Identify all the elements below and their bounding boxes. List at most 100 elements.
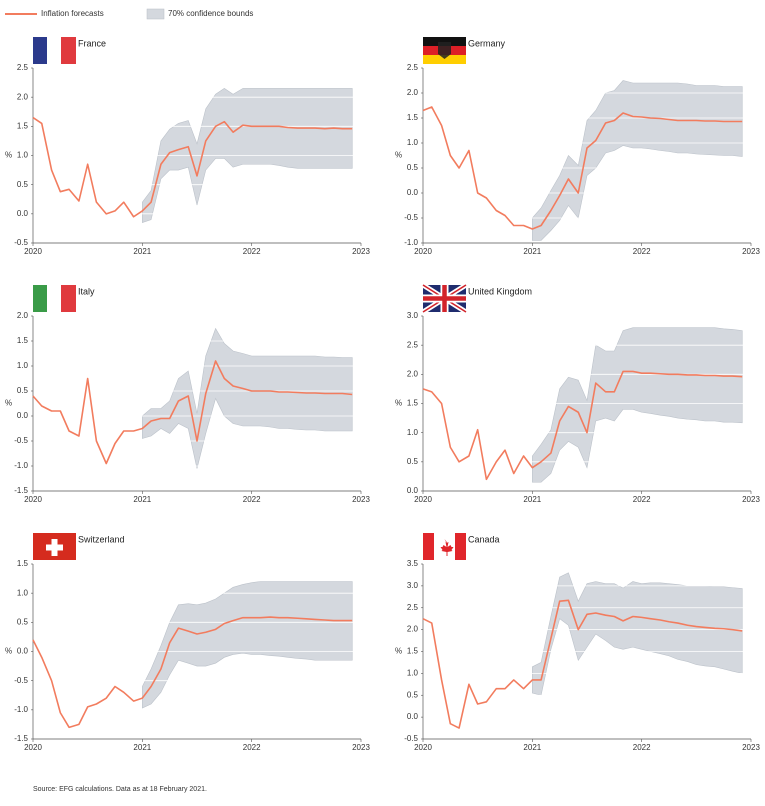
y-tick-label: 0.0 xyxy=(407,486,419,495)
flag-italy xyxy=(33,285,76,312)
y-tick-label: -1.5 xyxy=(14,486,28,495)
y-tick-label: 2.5 xyxy=(407,63,419,72)
y-axis-label: % xyxy=(395,399,402,408)
x-tick-label: 2022 xyxy=(243,495,261,504)
y-tick-label: 1.0 xyxy=(17,361,29,370)
x-tick-label: 2022 xyxy=(633,247,651,256)
forecast-line xyxy=(422,370,743,481)
x-tick-label: 2023 xyxy=(352,247,370,256)
y-tick-label: -1.0 xyxy=(14,461,28,470)
y-tick-label: 0.5 xyxy=(407,457,419,466)
flag-switzerland xyxy=(33,533,76,560)
panel-title: Germany xyxy=(468,38,506,48)
x-tick-label: 2020 xyxy=(414,247,432,256)
y-tick-label: -0.5 xyxy=(14,238,28,247)
source-note: Source: EFG calculations. Data as at 18 … xyxy=(33,786,207,793)
x-tick-label: 2023 xyxy=(742,743,760,752)
x-tick-label: 2020 xyxy=(24,743,42,752)
y-tick-label: 2.0 xyxy=(17,92,29,101)
y-tick-label: 3.5 xyxy=(407,559,419,568)
y-tick-label: 0.5 xyxy=(17,386,29,395)
y-tick-label: 2.0 xyxy=(407,625,419,634)
y-tick-label: 2.5 xyxy=(407,603,419,612)
y-tick-label: -0.5 xyxy=(14,676,28,685)
x-tick-label: 2023 xyxy=(352,743,370,752)
x-tick-label: 2022 xyxy=(243,743,261,752)
y-tick-label: -0.5 xyxy=(14,436,28,445)
legend-label: 70% confidence bounds xyxy=(168,9,253,18)
x-tick-label: 2021 xyxy=(523,495,541,504)
x-tick-label: 2020 xyxy=(24,495,42,504)
y-tick-label: -1.0 xyxy=(404,238,418,247)
x-tick-label: 2020 xyxy=(414,743,432,752)
panel-title: France xyxy=(78,38,106,48)
y-tick-label: -0.5 xyxy=(404,213,418,222)
confidence-band xyxy=(142,581,353,709)
x-tick-label: 2022 xyxy=(633,743,651,752)
y-axis-label: % xyxy=(395,151,402,160)
y-tick-label: 2.0 xyxy=(407,88,419,97)
y-axis-label: % xyxy=(395,647,402,656)
y-tick-label: 1.5 xyxy=(17,121,29,130)
flag-uk xyxy=(421,282,468,315)
y-tick-label: 1.0 xyxy=(407,138,419,147)
y-tick-label: 1.0 xyxy=(17,588,29,597)
y-tick-label: 1.5 xyxy=(407,647,419,656)
legend-swatch xyxy=(146,8,165,20)
y-tick-label: 1.0 xyxy=(407,428,419,437)
y-tick-label: 1.5 xyxy=(407,113,419,122)
y-tick-label: 0.5 xyxy=(407,163,419,172)
y-tick-label: 3.0 xyxy=(407,311,419,320)
y-tick-label: 0.5 xyxy=(407,690,419,699)
y-tick-label: 2.0 xyxy=(407,369,419,378)
x-tick-label: 2023 xyxy=(352,495,370,504)
x-tick-label: 2021 xyxy=(133,247,151,256)
flag-france xyxy=(33,37,76,64)
x-tick-label: 2020 xyxy=(24,247,42,256)
y-tick-label: 0.0 xyxy=(407,712,419,721)
y-tick-label: 0.0 xyxy=(17,647,29,656)
x-tick-label: 2022 xyxy=(243,247,261,256)
flag-germany xyxy=(423,37,466,64)
panel-title: United Kingdom xyxy=(468,286,532,296)
y-tick-label: 1.5 xyxy=(17,559,29,568)
y-tick-label: -1.5 xyxy=(14,734,28,743)
y-tick-label: 0.0 xyxy=(407,188,419,197)
y-tick-label: 2.5 xyxy=(17,63,29,72)
confidence-band xyxy=(532,327,743,483)
y-axis-label: % xyxy=(5,647,12,656)
y-tick-label: -0.5 xyxy=(404,734,418,743)
x-tick-label: 2021 xyxy=(523,743,541,752)
y-tick-label: 2.5 xyxy=(407,340,419,349)
forecast-line xyxy=(32,116,353,218)
y-tick-label: 1.5 xyxy=(17,336,29,345)
x-tick-label: 2020 xyxy=(414,495,432,504)
legend-label: Inflation forecasts xyxy=(41,9,104,18)
y-tick-label: -1.0 xyxy=(14,705,28,714)
x-tick-label: 2023 xyxy=(742,495,760,504)
panel-title: Switzerland xyxy=(78,534,125,544)
y-tick-label: 1.0 xyxy=(17,151,29,160)
forecast-line xyxy=(422,599,743,729)
y-tick-label: 0.0 xyxy=(17,411,29,420)
y-tick-label: 3.0 xyxy=(407,581,419,590)
panel-title: Canada xyxy=(468,534,500,544)
x-tick-label: 2022 xyxy=(633,495,651,504)
y-tick-label: 0.5 xyxy=(17,180,29,189)
y-tick-label: 1.5 xyxy=(407,399,419,408)
forecast-line xyxy=(32,360,353,465)
y-axis-label: % xyxy=(5,151,12,160)
y-tick-label: 0.5 xyxy=(17,617,29,626)
panel-title: Italy xyxy=(78,286,95,296)
x-tick-label: 2021 xyxy=(133,743,151,752)
y-tick-label: 1.0 xyxy=(407,668,419,677)
y-tick-label: 2.0 xyxy=(17,311,29,320)
y-tick-label: 0.0 xyxy=(17,209,29,218)
forecast-line xyxy=(32,616,353,729)
x-tick-label: 2021 xyxy=(523,247,541,256)
x-tick-label: 2021 xyxy=(133,495,151,504)
y-axis-label: % xyxy=(5,399,12,408)
x-tick-label: 2023 xyxy=(742,247,760,256)
forecast-line xyxy=(422,106,743,230)
